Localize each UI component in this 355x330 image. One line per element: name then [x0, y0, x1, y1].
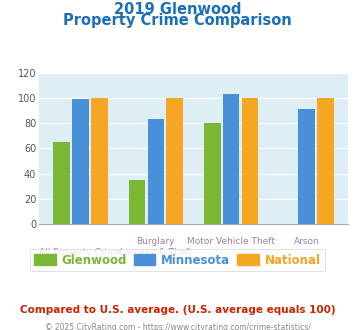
Text: © 2025 CityRating.com - https://www.cityrating.com/crime-statistics/: © 2025 CityRating.com - https://www.city… — [45, 323, 310, 330]
Bar — [72, 99, 89, 224]
Text: Property Crime Comparison: Property Crime Comparison — [63, 13, 292, 28]
Bar — [298, 109, 315, 224]
Text: All Property Crime: All Property Crime — [39, 248, 122, 257]
Text: Burglary: Burglary — [137, 237, 175, 246]
Legend: Glenwood, Minnesota, National: Glenwood, Minnesota, National — [30, 249, 325, 271]
Text: Motor Vehicle Theft: Motor Vehicle Theft — [187, 237, 275, 246]
Bar — [53, 142, 70, 224]
Bar — [129, 180, 145, 224]
Bar — [91, 98, 108, 224]
Bar — [223, 94, 239, 224]
Bar — [317, 98, 334, 224]
Text: Larceny & Theft: Larceny & Theft — [120, 248, 192, 257]
Text: 2019 Glenwood: 2019 Glenwood — [114, 2, 241, 16]
Bar — [166, 98, 183, 224]
Text: Arson: Arson — [294, 237, 320, 246]
Text: Compared to U.S. average. (U.S. average equals 100): Compared to U.S. average. (U.S. average … — [20, 305, 335, 315]
Bar — [148, 119, 164, 224]
Bar — [204, 123, 220, 224]
Bar — [242, 98, 258, 224]
